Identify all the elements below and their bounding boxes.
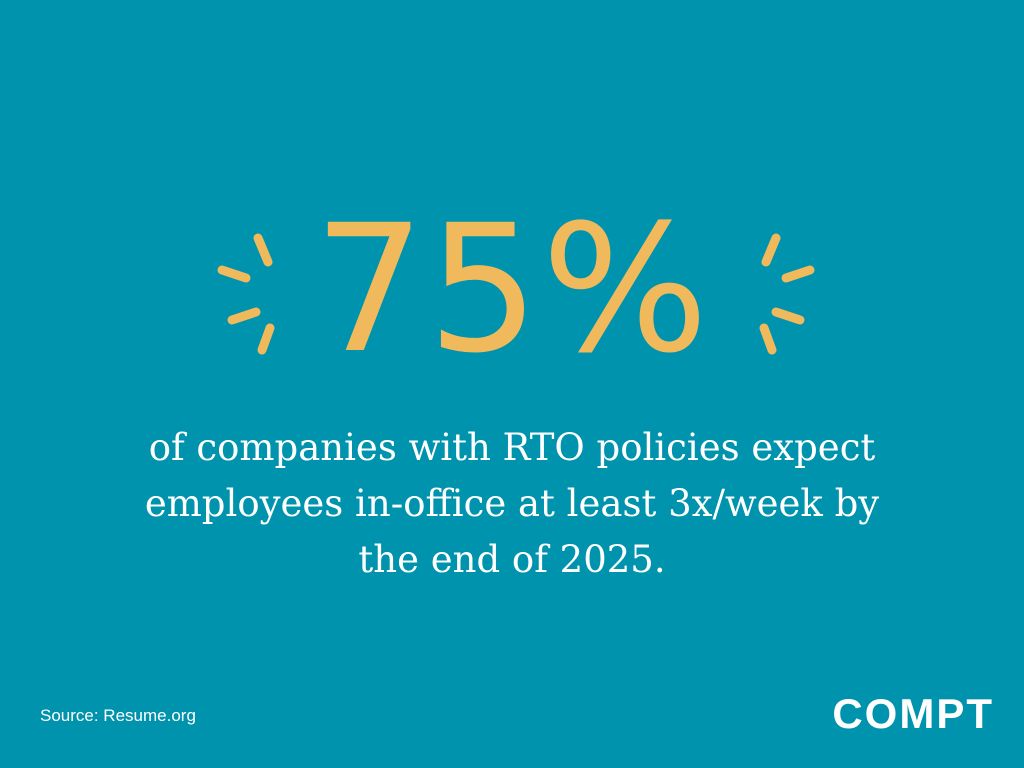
ray bbox=[771, 307, 805, 325]
body-line: employees in-office at least 3x/week by bbox=[144, 482, 880, 525]
body-text: of companies with RTO policies expect em… bbox=[0, 420, 1024, 588]
ray bbox=[253, 233, 273, 267]
body-line: of companies with RTO policies expect bbox=[148, 426, 876, 469]
ray bbox=[227, 307, 261, 325]
ray bbox=[761, 233, 781, 267]
body-line: the end of 2025. bbox=[358, 538, 666, 581]
ray bbox=[781, 265, 815, 283]
ray bbox=[217, 265, 251, 283]
ray bbox=[759, 323, 777, 355]
ray bbox=[257, 323, 275, 355]
logo: COMPT bbox=[832, 690, 994, 737]
headline-stat: 75% bbox=[313, 187, 711, 392]
source-note: Source: Resume.org bbox=[40, 706, 196, 725]
